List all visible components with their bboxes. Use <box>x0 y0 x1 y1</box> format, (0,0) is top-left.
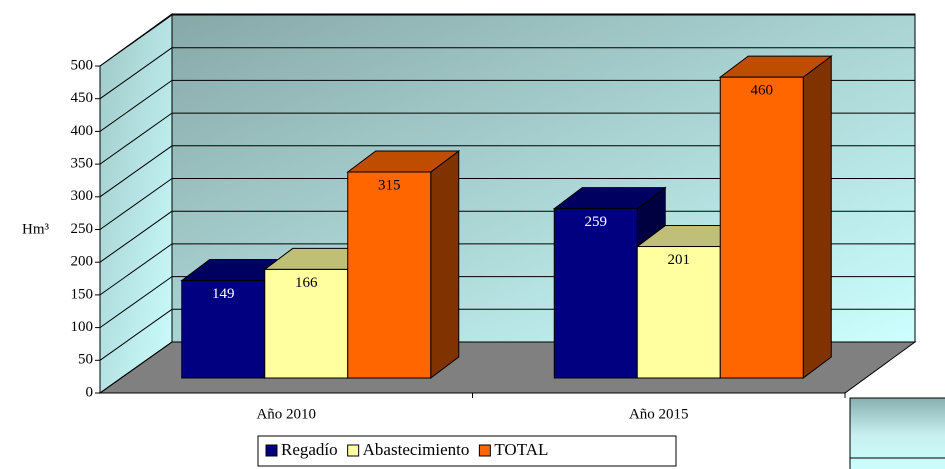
decorative-box <box>849 397 945 469</box>
grid-line-side <box>99 47 173 100</box>
legend-label: TOTAL <box>494 440 548 459</box>
y-tick-label: 500 <box>71 57 94 73</box>
bars: 149 166 315 259 201 460 <box>180 55 833 379</box>
y-tick-label: 400 <box>71 123 94 139</box>
grid-line-side <box>99 243 173 296</box>
grid-line-side <box>99 178 173 230</box>
bar-side <box>802 55 832 379</box>
grid-line-side <box>99 14 173 67</box>
bar-front <box>347 171 432 379</box>
grid-line-side <box>99 341 173 394</box>
legend-label: Regadío <box>281 440 338 459</box>
legend-swatch <box>478 444 491 457</box>
legend-swatch <box>347 444 360 457</box>
y-tick-label: 100 <box>71 319 94 335</box>
grid-line-side <box>99 276 173 329</box>
legend-items: Regadío Abastecimiento TOTAL <box>265 440 548 459</box>
data-label: 201 <box>668 252 691 268</box>
bar-front <box>181 280 266 379</box>
bar: 315 <box>346 149 461 379</box>
grid-line-side <box>99 210 173 263</box>
data-label: 166 <box>295 275 318 291</box>
grid-line-side <box>99 145 173 198</box>
data-label: 149 <box>212 286 235 302</box>
legend <box>257 435 677 467</box>
y-tick-label: 150 <box>71 286 94 302</box>
y-axis-label: Hm³ <box>22 221 50 237</box>
legend-label: Abastecimiento <box>363 440 470 459</box>
data-label: 460 <box>751 83 774 99</box>
x-tick-label: Año 2010 <box>256 406 316 422</box>
x-tick-label: Año 2015 <box>629 406 689 422</box>
y-tick-label: 450 <box>71 90 94 106</box>
grid-line-side <box>99 112 173 165</box>
y-tick-label: 350 <box>71 156 94 172</box>
legend-swatch <box>265 444 278 457</box>
data-label: 259 <box>585 214 608 230</box>
bar: 460 <box>718 55 833 379</box>
y-tick-label: 0 <box>86 384 94 400</box>
data-label: 315 <box>378 177 401 193</box>
y-tick-label: 50 <box>78 352 93 368</box>
bar-front <box>553 208 638 379</box>
y-tick-label: 300 <box>71 188 94 204</box>
grid-line-side <box>99 308 173 361</box>
bar-side <box>430 149 460 379</box>
grid-line-side <box>99 79 173 132</box>
bar-front <box>636 246 721 379</box>
y-tick-label: 250 <box>71 221 94 237</box>
bar-front <box>719 76 804 379</box>
y-tick-label: 200 <box>71 254 94 270</box>
